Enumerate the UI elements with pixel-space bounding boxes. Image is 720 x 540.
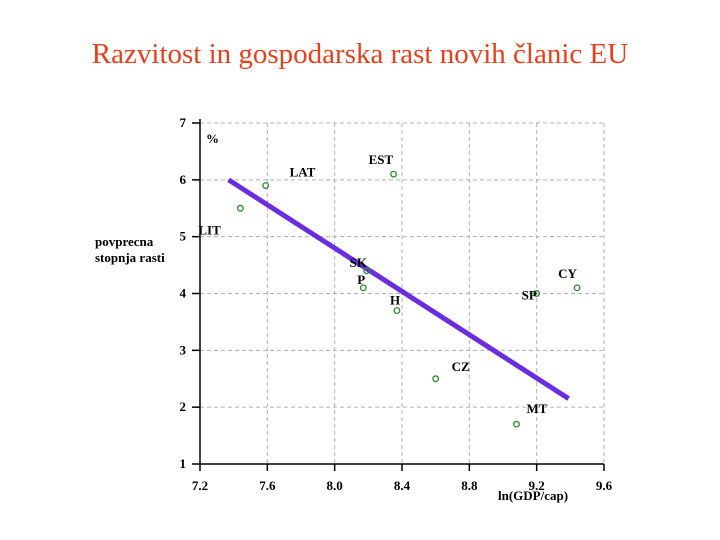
point-label: LIT: [198, 222, 221, 237]
x-tick-label: 7.6: [259, 478, 276, 493]
y-tick-label: 2: [180, 399, 187, 414]
x-tick-label: 9.6: [596, 478, 613, 493]
point-label: LAT: [290, 165, 316, 180]
tick-label-layer: 1 2 3 4 5 6 7 7.2 7.6 8.0 8.4 8.8 9.2 9.6: [180, 115, 613, 493]
data-point: [432, 375, 440, 383]
y-tick-label: 6: [180, 172, 187, 187]
y-tick-label: 5: [180, 229, 187, 244]
y-tick-label: 4: [180, 286, 187, 301]
x-axis-label: ln(GDP/cap): [498, 488, 568, 503]
point-label: MT: [526, 401, 547, 416]
x-tick-label: 8.8: [461, 478, 478, 493]
y-axis-label: povprecna stopnja rasti: [95, 234, 165, 265]
data-point: [363, 267, 371, 275]
point-label: CY: [558, 266, 577, 281]
data-point: [262, 182, 270, 189]
data-point: [359, 284, 367, 292]
trend-line: [227, 177, 571, 401]
y-tick-label: 7: [180, 115, 187, 130]
point-label: EST: [369, 152, 394, 167]
trend-line-layer: [227, 177, 571, 401]
x-tick-label: 8.0: [327, 478, 343, 493]
point-label: H: [390, 293, 400, 308]
data-point: [393, 307, 401, 314]
y-tick-label: 3: [180, 342, 187, 357]
axes-layer: [192, 119, 605, 471]
data-point: [573, 284, 581, 292]
point-label: SP: [522, 288, 537, 303]
point-label: SK: [350, 255, 368, 270]
point-label: CZ: [452, 359, 470, 374]
x-tick-label: 7.2: [192, 478, 208, 493]
y-tick-label: 1: [180, 456, 187, 471]
x-tick-label: 9.2: [529, 478, 545, 493]
point-label: P: [357, 272, 365, 287]
x-tick-label: 8.4: [394, 478, 411, 493]
data-point: [390, 170, 398, 178]
data-point: [513, 420, 520, 428]
data-point: [533, 290, 541, 297]
y-unit-label: %: [206, 131, 219, 146]
point-layer: LAT LIT EST SK P H CY SP CZ MT: [198, 152, 581, 428]
slide-title: Razvitost in gospodarska rast novih član…: [91, 38, 629, 70]
data-point: [236, 204, 244, 212]
